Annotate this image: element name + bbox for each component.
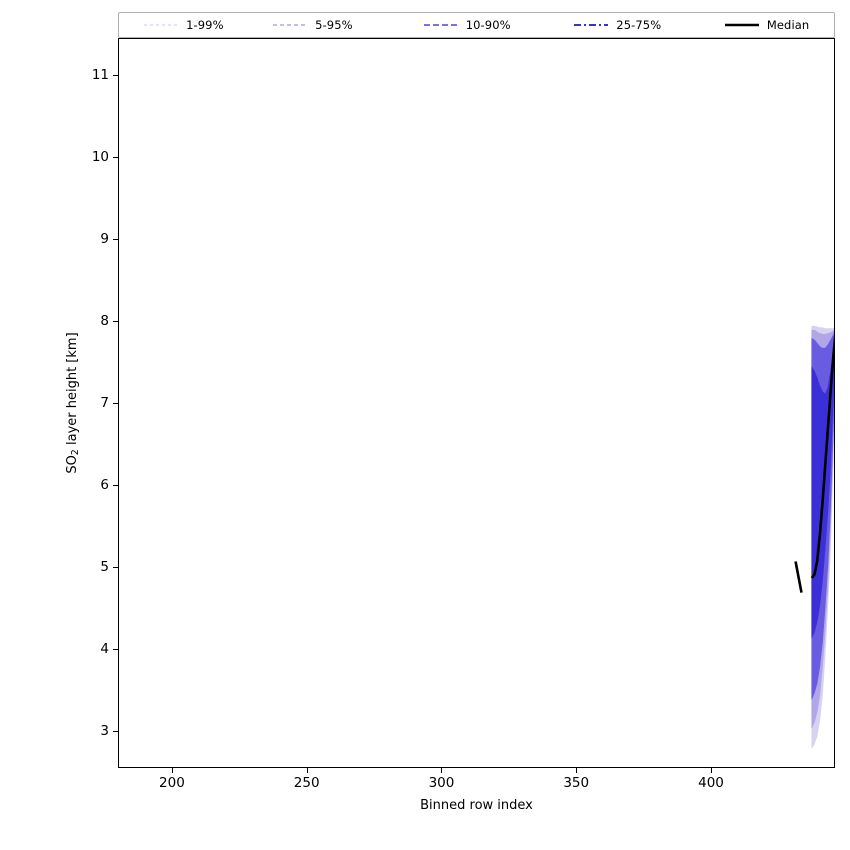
median-line-segment-0	[794, 561, 803, 593]
y-axis-label: SO2 layer height [km]	[65, 332, 81, 474]
legend-label: 25-75%	[616, 18, 662, 32]
x-tick-label: 250	[293, 775, 320, 791]
x-tick-mark	[171, 768, 173, 773]
x-tick-mark	[576, 768, 578, 773]
x-tick-label: 400	[698, 775, 724, 791]
legend-label: 1-99%	[186, 18, 224, 32]
y-tick-mark	[113, 320, 118, 322]
y-tick-mark	[113, 403, 118, 404]
y-tick-mark	[113, 567, 118, 569]
x-tick-mark	[306, 768, 308, 773]
x-tick-label: 350	[563, 775, 590, 791]
legend-item-2575[interactable]: 25-75%	[574, 13, 661, 37]
legend-item-199[interactable]: 1-99%	[144, 13, 224, 37]
legend-label: 10-90%	[465, 18, 511, 32]
x-tick-mark	[711, 768, 712, 773]
x-axis-label: Binned row index	[420, 798, 533, 813]
legend-item-595[interactable]: 5-95%	[273, 13, 353, 37]
y-tick-mark	[113, 731, 118, 733]
y-tick-label: 6	[100, 477, 109, 494]
median-line-segment-1	[810, 335, 834, 579]
y-tick-label: 7	[100, 395, 109, 411]
y-tick-label: 11	[91, 66, 109, 83]
y-tick-mark	[113, 649, 118, 651]
legend-item-1090[interactable]: 10-90%	[423, 13, 511, 37]
y-tick-mark	[113, 156, 118, 158]
chart-series-svg	[794, 325, 834, 749]
legend-label: 5-95%	[315, 18, 353, 32]
y-tick-label: 5	[100, 559, 109, 576]
y-tick-label: 10	[91, 148, 109, 165]
y-tick-mark	[113, 485, 118, 487]
legend-item-median[interactable]: Median	[724, 13, 810, 37]
x-tick-label: 300	[428, 775, 455, 791]
plot-area	[118, 38, 835, 768]
legend-label: Median	[766, 18, 810, 32]
y-tick-label: 9	[100, 230, 109, 247]
x-tick-label: 200	[159, 775, 185, 791]
y-tick-mark	[113, 238, 118, 240]
x-tick-mark	[441, 768, 443, 773]
chart-legend: 1-99% 5-95% 10-90% 25-75% Median	[118, 12, 835, 38]
y-tick-label: 3	[100, 723, 109, 740]
y-tick-label: 4	[100, 641, 109, 658]
y-tick-label: 8	[100, 312, 109, 329]
y-tick-mark	[113, 74, 118, 76]
